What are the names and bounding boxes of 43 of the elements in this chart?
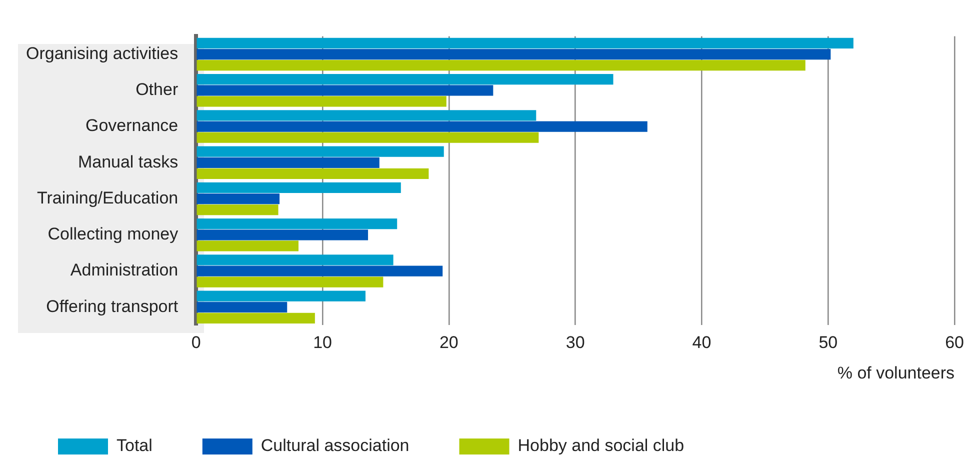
legend-label: Cultural association xyxy=(260,436,410,456)
bar xyxy=(196,74,614,85)
x-tick-label: 40 xyxy=(692,333,712,352)
bar xyxy=(196,302,288,312)
bar xyxy=(196,218,398,230)
bar xyxy=(196,146,444,157)
bar xyxy=(196,168,429,180)
y-tick-label: Offering transport xyxy=(46,296,178,316)
bar xyxy=(196,193,280,204)
bar xyxy=(196,157,380,168)
bar xyxy=(196,266,443,276)
bar xyxy=(196,48,831,60)
x-axis-title: % of volunteers xyxy=(837,363,955,382)
bar xyxy=(196,290,366,302)
bar xyxy=(196,276,384,288)
bar xyxy=(196,132,539,143)
x-tick-label: 0 xyxy=(191,333,201,352)
x-tick-label: 60 xyxy=(945,333,964,352)
bar xyxy=(196,60,806,71)
bar xyxy=(196,204,278,216)
y-tick-label: Manual tasks xyxy=(78,152,178,172)
y-tick-label: Organising activities xyxy=(26,44,178,63)
bar xyxy=(196,240,299,252)
bar xyxy=(196,312,315,324)
x-tick-label: 10 xyxy=(313,333,332,352)
bar xyxy=(196,230,368,240)
bar xyxy=(196,38,854,48)
bar xyxy=(196,121,648,132)
bar xyxy=(196,182,401,193)
x-tick-label: 30 xyxy=(566,333,585,352)
bar xyxy=(196,254,394,266)
y-tick-label: Other xyxy=(136,80,178,100)
y-tick-label: Administration xyxy=(70,260,178,280)
y-tick-label: Training/Education xyxy=(36,188,178,208)
x-tick-label: 20 xyxy=(439,333,458,352)
x-tick-label: 50 xyxy=(818,333,838,352)
y-tick-label: Collecting money xyxy=(48,224,179,244)
legend-label: Hobby and social club xyxy=(518,436,684,456)
y-tick-label: Governance xyxy=(85,116,178,136)
legend-label: Total xyxy=(116,436,152,456)
bar xyxy=(196,85,494,96)
bar xyxy=(196,110,536,121)
bar xyxy=(196,96,446,107)
